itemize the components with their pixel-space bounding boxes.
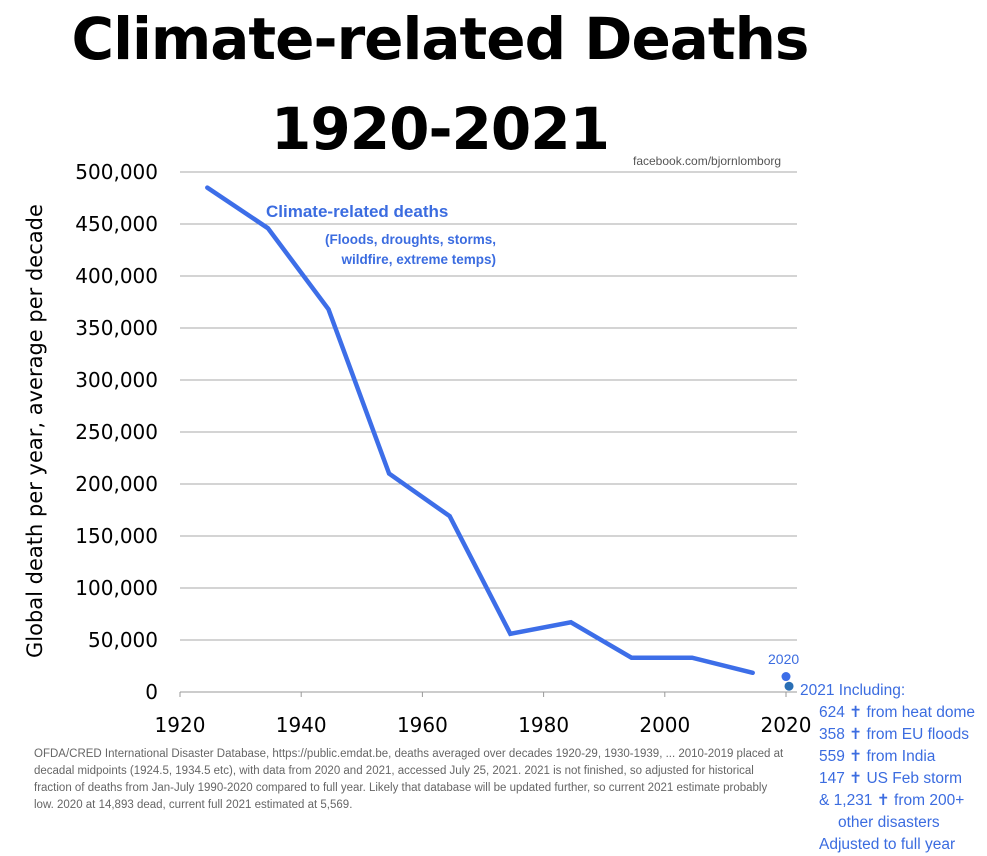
note-2021-line: 559 ✝ from India (819, 748, 936, 765)
y-tick-label: 500,000 (75, 160, 158, 184)
note-2021-line: 624 ✝ from heat dome (819, 704, 976, 721)
data-point-2020 (781, 672, 791, 682)
gridlines (180, 171, 797, 693)
chart-title-line-2: 1920-2021 (271, 95, 610, 163)
source-note: OFDA/CRED International Disaster Databas… (34, 748, 784, 811)
x-tick-label: 1960 (397, 713, 448, 737)
x-tick-label: 1940 (276, 713, 327, 737)
series-label-subtitle: (Floods, droughts, storms, wildfire, ext… (290, 230, 496, 270)
x-tick-label: 2020 (761, 713, 812, 737)
y-tick-label: 0 (145, 680, 158, 704)
y-tick-label: 350,000 (75, 316, 158, 340)
note-2021-line: Adjusted to full year (819, 836, 956, 853)
note-2021-line: 358 ✝ from EU floods (819, 726, 969, 743)
points-layer (781, 672, 794, 691)
y-tick-label: 400,000 (75, 264, 158, 288)
note-2021-line: & 1,231 ✝ from 200+ (819, 792, 965, 809)
series-label-subtitle-line-1: (Floods, droughts, storms, (325, 232, 496, 247)
point-label-2020: 2020 (768, 651, 800, 667)
y-tick-label: 450,000 (75, 212, 158, 236)
y-tick-label: 200,000 (75, 472, 158, 496)
note-2021: 2021 Including: 624 ✝ from heat dome 358… (800, 680, 986, 856)
x-axis-ticks: 1920 1940 1960 1980 2000 2020 (155, 692, 812, 737)
y-tick-label: 100,000 (75, 576, 158, 600)
y-tick-label: 50,000 (88, 628, 158, 652)
note-2021-line: 147 ✝ US Feb storm (819, 770, 963, 787)
y-tick-label: 300,000 (75, 368, 158, 392)
y-tick-label: 250,000 (75, 420, 158, 444)
x-tick-label: 1980 (518, 713, 569, 737)
x-tick-label: 2000 (639, 713, 690, 737)
note-2021-line: 2021 Including: (800, 682, 906, 699)
chart-title-line-1: Climate-related Deaths (71, 5, 810, 73)
y-axis-ticks: 500,000 450,000 400,000 350,000 300,000 250,0… (75, 160, 158, 704)
data-point-2021 (784, 681, 794, 691)
series-line (205, 185, 755, 676)
note-2021-line: other disasters (838, 814, 940, 831)
credit-text: facebook.com/bjornlomborg (633, 154, 782, 168)
y-axis-label: Global death per year, average per decad… (23, 204, 47, 658)
y-tick-label: 150,000 (75, 524, 158, 548)
x-tick-label: 1920 (155, 713, 206, 737)
series-layer (205, 185, 755, 676)
series-label-title: Climate-related deaths (266, 202, 449, 221)
series-label-subtitle-line-2: wildfire, extreme temps) (341, 252, 496, 267)
